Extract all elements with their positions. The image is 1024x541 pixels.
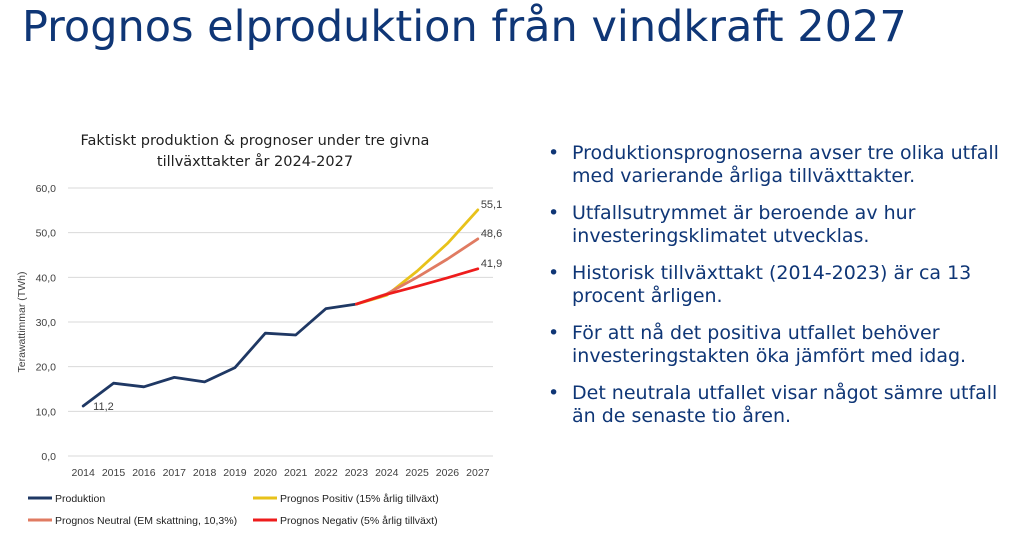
bullet-item: • Utfallsutrymmet är beroende av hur inve…	[548, 202, 1018, 248]
y-tick-label: 50,0	[36, 228, 57, 240]
x-tick-label: 2022	[314, 467, 338, 479]
bullet-dot-icon: •	[548, 202, 560, 224]
y-axis-title: Terawattimmar (TWh)	[16, 272, 28, 373]
bullet-dot-icon: •	[548, 142, 560, 164]
bullet-item: • Det neutrala utfallet visar något sämre…	[548, 382, 1018, 428]
x-tick-label: 2014	[71, 467, 95, 479]
legend-label: Prognos Negativ (5% årlig tillväxt)	[280, 515, 438, 527]
x-tick-label: 2019	[223, 467, 247, 479]
y-tick-label: 10,0	[36, 406, 57, 418]
x-tick-label: 2018	[193, 467, 217, 479]
bullet-text: Produktionsprognoserna avser tre olika u…	[572, 142, 999, 187]
series-line-4	[355, 267, 480, 306]
series-line-2	[355, 208, 480, 306]
bullet-text: Det neutrala utfallet visar något sämre …	[572, 382, 998, 427]
chart-container: Faktiskt produktion & prognoser under tr…	[0, 115, 520, 541]
x-tick-label: 2023	[345, 467, 369, 479]
bullet-dot-icon: •	[548, 262, 560, 284]
bullet-dot-icon: •	[548, 322, 560, 344]
legend-label: Produktion	[55, 493, 105, 505]
x-tick-label: 2026	[436, 467, 460, 479]
chart-title: Faktiskt produktion & prognoser under tr…	[81, 133, 430, 149]
data-label: 48,6	[481, 228, 502, 240]
x-tick-label: 2025	[405, 467, 429, 479]
legend-label: Prognos Positiv (15% årlig tillväxt)	[280, 493, 439, 505]
x-tick-label: 2020	[254, 467, 278, 479]
data-label: 11,2	[93, 401, 114, 413]
x-tick-label: 2024	[375, 467, 399, 479]
x-tick-label: 2021	[284, 467, 308, 479]
x-tick-label: 2015	[102, 467, 126, 479]
legend-label: Prognos Neutral (EM skattning, 10,3%)	[55, 515, 237, 527]
bullet-text: Utfallsutrymmet är beroende av hur inves…	[572, 202, 916, 247]
y-tick-label: 40,0	[36, 272, 57, 284]
chart-title: tillväxttakter år 2024-2027	[157, 153, 353, 170]
bullet-text: För att nå det positiva utfallet behöver…	[572, 322, 967, 367]
data-label: 41,9	[481, 258, 502, 270]
x-tick-label: 2027	[466, 467, 490, 479]
x-tick-label: 2017	[163, 467, 187, 479]
y-tick-label: 0,0	[41, 451, 56, 463]
bullet-text: Historisk tillväxttakt (2014-2023) är ca…	[572, 262, 972, 307]
y-tick-label: 20,0	[36, 362, 57, 374]
y-tick-label: 30,0	[36, 317, 57, 329]
bullet-item: • Produktionsprognoserna avser tre olika …	[548, 142, 1018, 188]
bullet-item: • Historisk tillväxttakt (2014-2023) är c…	[548, 262, 1018, 308]
y-tick-label: 60,0	[36, 183, 57, 195]
bullet-list: • Produktionsprognoserna avser tre olika …	[548, 142, 1018, 442]
series-line-1	[81, 302, 358, 408]
data-label: 55,1	[481, 199, 502, 211]
x-tick-label: 2016	[132, 467, 156, 479]
line-chart: Faktiskt produktion & prognoser under tr…	[16, 133, 502, 527]
bullet-dot-icon: •	[548, 382, 560, 404]
bullet-item: • För att nå det positiva utfallet behöve…	[548, 322, 1018, 368]
slide-title: Prognos elproduktion från vindkraft 2027	[22, 2, 907, 52]
